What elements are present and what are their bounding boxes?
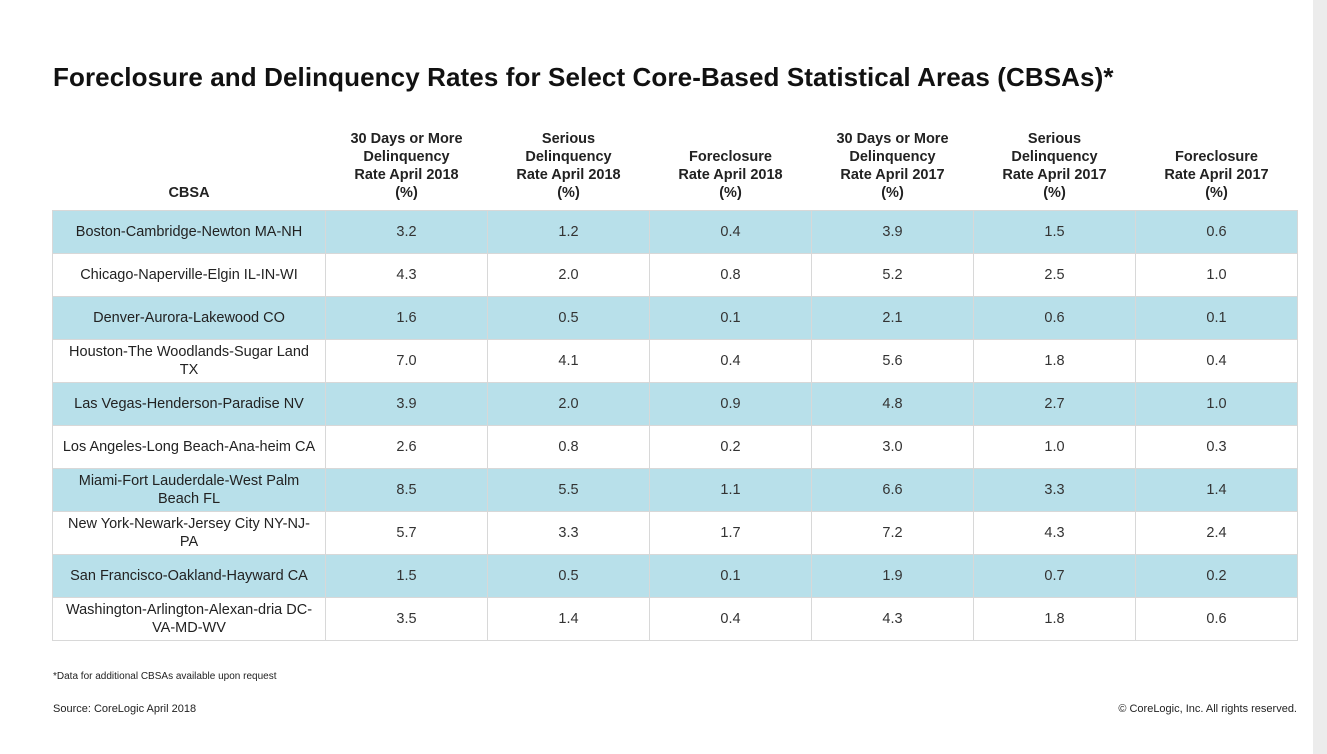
rate-value-cell: 2.1 <box>811 295 974 340</box>
cbsa-name-cell: Miami-Fort Lauderdale-West Palm Beach FL <box>52 467 326 512</box>
rate-value-cell: 1.6 <box>325 295 488 340</box>
rate-value-cell: 4.3 <box>973 510 1136 555</box>
table-row: Miami-Fort Lauderdale-West Palm Beach FL… <box>52 467 1298 512</box>
table-row: Chicago-Naperville-Elgin IL-IN-WI 4.3 2.0 0… <box>52 252 1298 297</box>
table-row: Boston-Cambridge-Newton MA-NH 3.2 1.2 0.4 3.… <box>52 209 1298 254</box>
column-header-foreclosure-2017: Foreclosure Rate April 2017 (%) <box>1164 148 1269 201</box>
rate-value-cell: 1.0 <box>973 424 1136 469</box>
cbsa-name-cell: Denver-Aurora-Lakewood CO <box>52 295 326 340</box>
column-header-30day-2018: 30 Days or More Delinquency Rate April 2… <box>350 130 463 201</box>
page-title: Foreclosure and Delinquency Rates for Se… <box>53 62 1114 92</box>
rate-value-cell: 0.1 <box>649 553 812 598</box>
cbsa-name-cell: San Francisco-Oakland-Hayward CA <box>52 553 326 598</box>
rate-value-cell: 1.2 <box>487 209 650 254</box>
rate-value-cell: 0.4 <box>1135 338 1298 383</box>
rate-value-cell: 0.2 <box>649 424 812 469</box>
rate-value-cell: 2.5 <box>973 252 1136 297</box>
rate-value-cell: 0.1 <box>1135 295 1298 340</box>
rate-value-cell: 5.6 <box>811 338 974 383</box>
cbsa-name-cell: Washington-Arlington-Alexan-dria DC-VA-M… <box>52 596 326 641</box>
rate-value-cell: 2.0 <box>487 252 650 297</box>
page-edge-strip <box>1313 0 1327 754</box>
rate-value-cell: 5.7 <box>325 510 488 555</box>
rate-value-cell: 1.9 <box>811 553 974 598</box>
table-header-row: CBSA 30 Days or More Delinquency Rate Ap… <box>53 122 1298 210</box>
column-header-cbsa: CBSA <box>168 184 210 201</box>
column-header-30day-2017: 30 Days or More Delinquency Rate April 2… <box>836 130 949 201</box>
rate-value-cell: 7.0 <box>325 338 488 383</box>
rate-value-cell: 1.5 <box>325 553 488 598</box>
table-row: Los Angeles-Long Beach-Ana-heim CA 2.6 0.8… <box>52 424 1298 469</box>
rate-value-cell: 5.5 <box>487 467 650 512</box>
rate-value-cell: 2.7 <box>973 381 1136 426</box>
table-row: Las Vegas-Henderson-Paradise NV 3.9 2.0 0.9… <box>52 381 1298 426</box>
column-header-foreclosure-2018: Foreclosure Rate April 2018 (%) <box>678 148 783 201</box>
cbsa-name-cell: Houston-The Woodlands-Sugar Land TX <box>52 338 326 383</box>
cbsa-name-cell: Las Vegas-Henderson-Paradise NV <box>52 381 326 426</box>
rate-value-cell: 8.5 <box>325 467 488 512</box>
rate-value-cell: 2.6 <box>325 424 488 469</box>
rate-value-cell: 0.1 <box>649 295 812 340</box>
rate-value-cell: 0.6 <box>1135 209 1298 254</box>
rate-value-cell: 3.9 <box>325 381 488 426</box>
table-row: New York-Newark-Jersey City NY-NJ-PA 5.7 3… <box>52 510 1298 555</box>
rate-value-cell: 0.6 <box>1135 596 1298 641</box>
rate-value-cell: 0.2 <box>1135 553 1298 598</box>
rate-value-cell: 4.3 <box>811 596 974 641</box>
rate-value-cell: 0.4 <box>649 338 812 383</box>
column-header-serious-2018: Serious Delinquency Rate April 2018 (%) <box>516 130 621 201</box>
table-row: San Francisco-Oakland-Hayward CA 1.5 0.5 0.… <box>52 553 1298 598</box>
rate-value-cell: 4.1 <box>487 338 650 383</box>
cbsa-name-cell: Chicago-Naperville-Elgin IL-IN-WI <box>52 252 326 297</box>
rate-value-cell: 3.2 <box>325 209 488 254</box>
rate-value-cell: 1.5 <box>973 209 1136 254</box>
rate-value-cell: 1.7 <box>649 510 812 555</box>
rate-value-cell: 1.0 <box>1135 381 1298 426</box>
rate-value-cell: 0.8 <box>649 252 812 297</box>
rate-value-cell: 0.7 <box>973 553 1136 598</box>
rate-value-cell: 0.9 <box>649 381 812 426</box>
footnote: *Data for additional CBSAs available upo… <box>53 671 277 682</box>
rate-value-cell: 3.9 <box>811 209 974 254</box>
rate-value-cell: 2.4 <box>1135 510 1298 555</box>
rate-value-cell: 3.0 <box>811 424 974 469</box>
table-row: Denver-Aurora-Lakewood CO 1.6 0.5 0.1 2.1 0.6… <box>52 295 1298 340</box>
rate-value-cell: 0.8 <box>487 424 650 469</box>
rate-value-cell: 4.8 <box>811 381 974 426</box>
delinquency-table: CBSA 30 Days or More Delinquency Rate Ap… <box>52 122 1298 641</box>
rate-value-cell: 0.6 <box>973 295 1136 340</box>
rate-value-cell: 4.3 <box>325 252 488 297</box>
rate-value-cell: 0.4 <box>649 209 812 254</box>
table-row: Houston-The Woodlands-Sugar Land TX 7.0 4.… <box>52 338 1298 383</box>
rate-value-cell: 3.5 <box>325 596 488 641</box>
cbsa-name-cell: Boston-Cambridge-Newton MA-NH <box>52 209 326 254</box>
rate-value-cell: 7.2 <box>811 510 974 555</box>
cbsa-name-cell: New York-Newark-Jersey City NY-NJ-PA <box>52 510 326 555</box>
rate-value-cell: 1.1 <box>649 467 812 512</box>
rate-value-cell: 1.8 <box>973 338 1136 383</box>
rate-value-cell: 1.4 <box>1135 467 1298 512</box>
rate-value-cell: 3.3 <box>487 510 650 555</box>
rate-value-cell: 6.6 <box>811 467 974 512</box>
rate-value-cell: 1.0 <box>1135 252 1298 297</box>
rate-value-cell: 0.3 <box>1135 424 1298 469</box>
rate-value-cell: 0.5 <box>487 553 650 598</box>
rate-value-cell: 0.4 <box>649 596 812 641</box>
rate-value-cell: 3.3 <box>973 467 1136 512</box>
column-header-serious-2017: Serious Delinquency Rate April 2017 (%) <box>1002 130 1107 201</box>
table-row: Washington-Arlington-Alexan-dria DC-VA-M… <box>52 596 1298 641</box>
rate-value-cell: 1.4 <box>487 596 650 641</box>
rate-value-cell: 5.2 <box>811 252 974 297</box>
rate-value-cell: 1.8 <box>973 596 1136 641</box>
cbsa-name-cell: Los Angeles-Long Beach-Ana-heim CA <box>52 424 326 469</box>
source-note: Source: CoreLogic April 2018 <box>53 703 197 715</box>
rate-value-cell: 2.0 <box>487 381 650 426</box>
copyright-note: © CoreLogic, Inc. All rights reserved. <box>1118 703 1297 715</box>
rate-value-cell: 0.5 <box>487 295 650 340</box>
